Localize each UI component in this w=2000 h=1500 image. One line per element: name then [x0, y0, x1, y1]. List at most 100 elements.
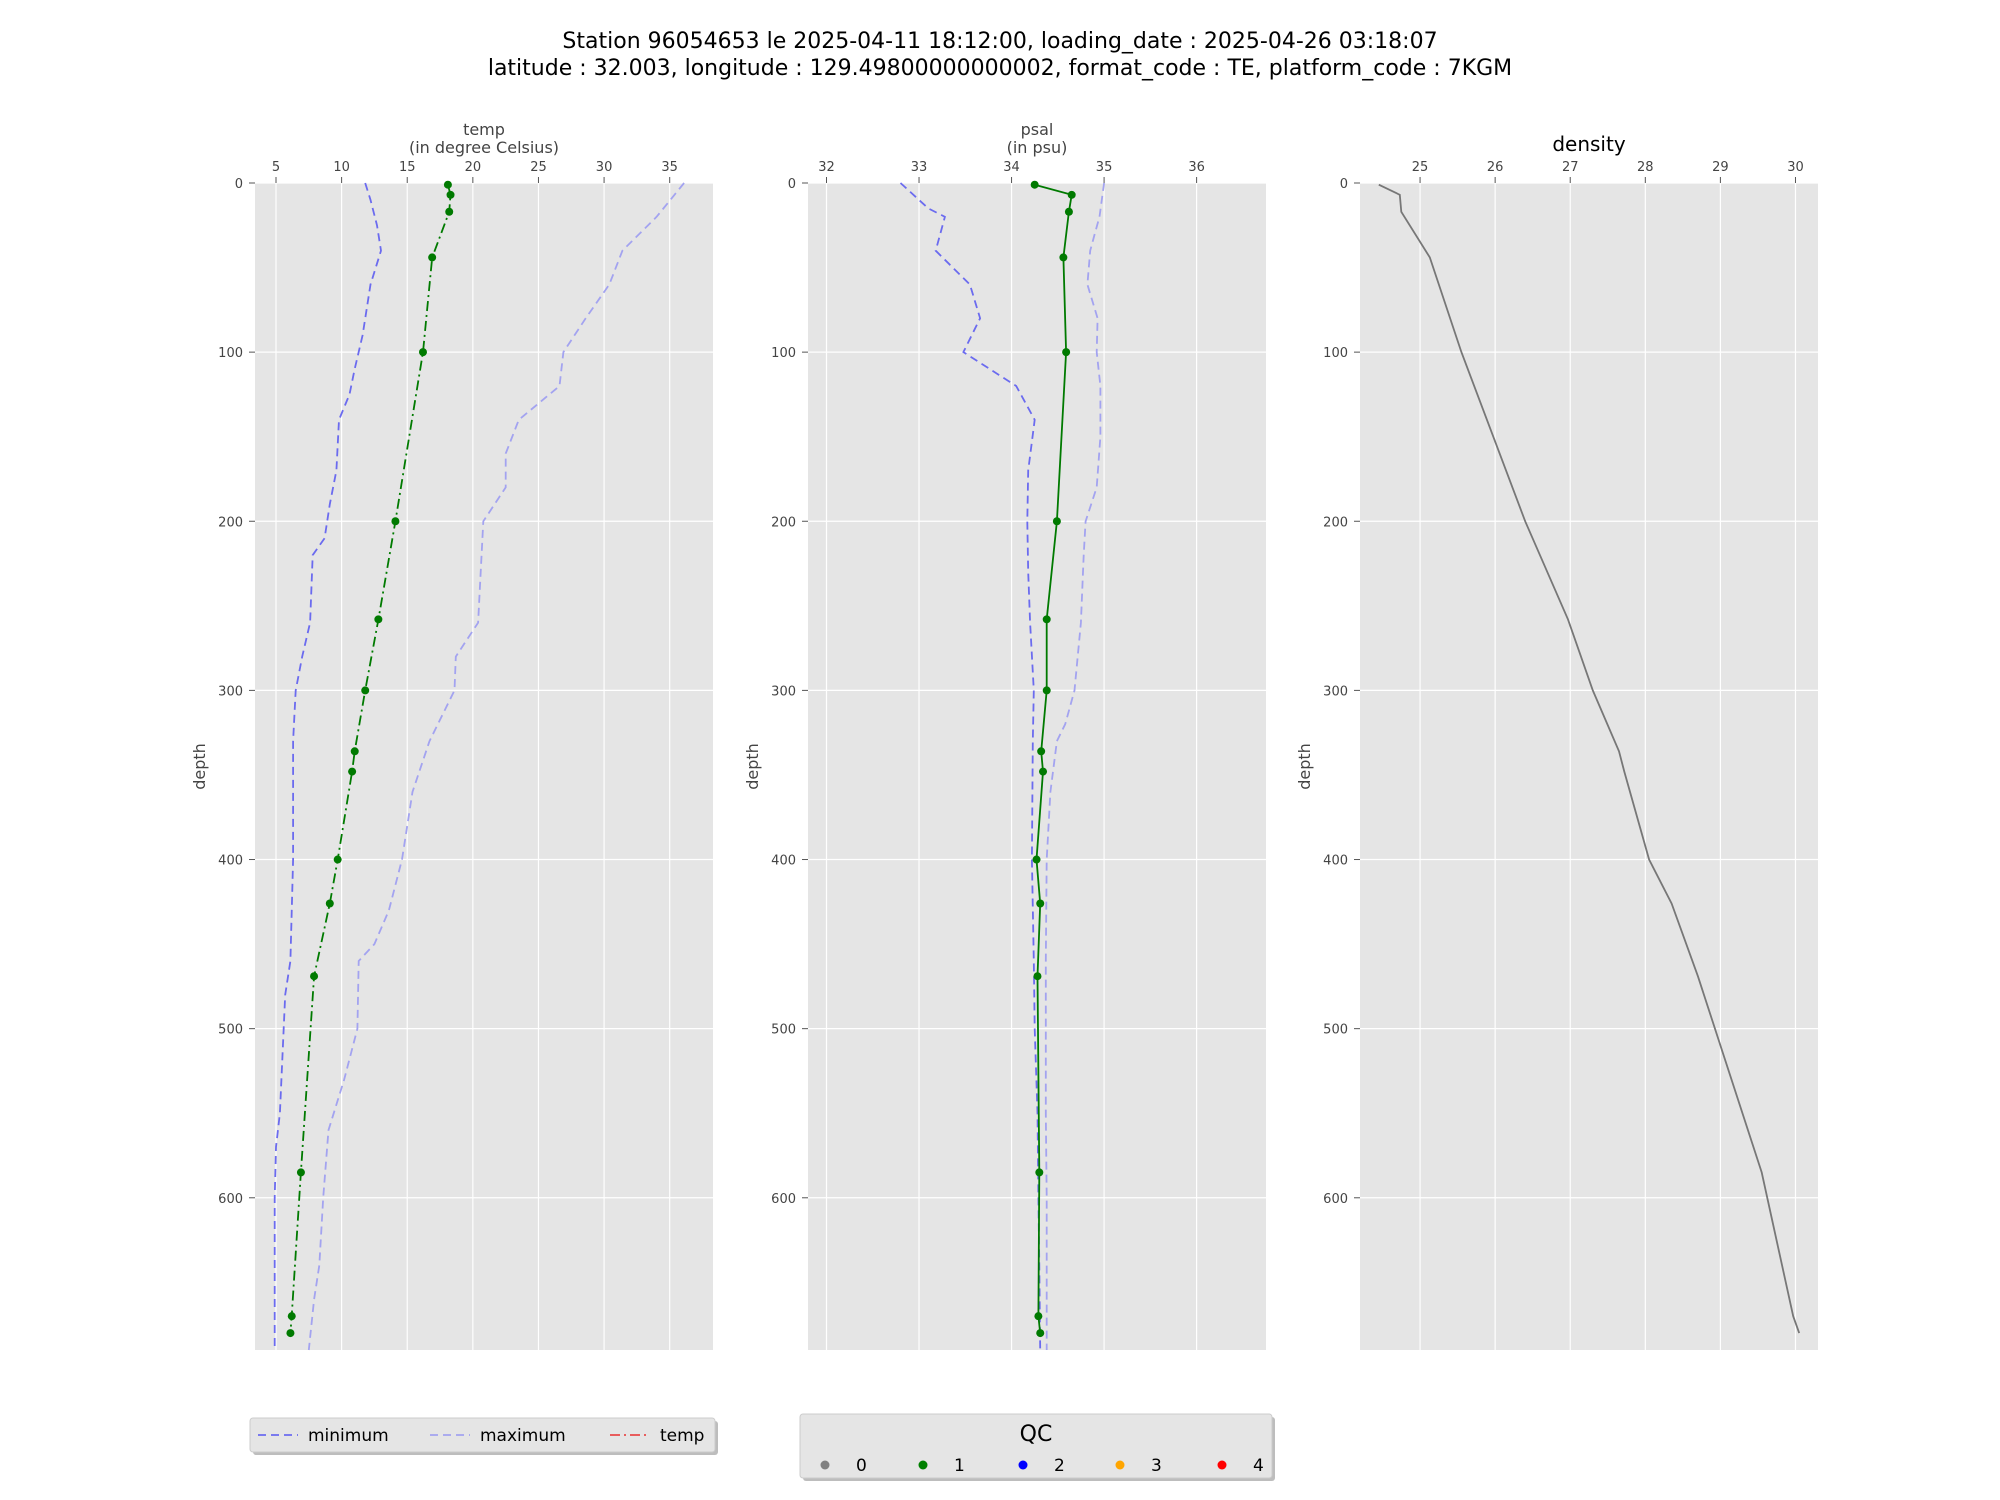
qc-legend-title: QC: [1020, 1422, 1053, 1447]
qc-legend-marker-1: [918, 1460, 928, 1470]
density-y-axis-title: depth: [1295, 743, 1314, 790]
temp-y-tick-label: 100: [218, 346, 243, 361]
qc-legend-box: [799, 1413, 1273, 1479]
temp-y-tick-label: 300: [218, 684, 243, 699]
psal-x-tick-label: 34: [1003, 160, 1020, 175]
temp-data-point: [374, 615, 383, 624]
psal-y-axis-title: depth: [743, 743, 762, 790]
psal-data-point: [1052, 517, 1061, 526]
psal-y-tick-label: 400: [771, 854, 796, 869]
density-y-tick-label: 200: [1323, 515, 1348, 530]
density-x-tick-label: 28: [1637, 160, 1654, 175]
density-panel: 25 26 27 28 29 300100200300400500600densityde…: [1295, 132, 1818, 1350]
psal-series-minimum: [899, 182, 1042, 1351]
temp-series-minimum: [273, 182, 382, 1350]
temp-legend-box: [249, 1417, 716, 1453]
temp-data-point: [445, 207, 454, 216]
temp-data-point: [361, 686, 370, 695]
density-plot-area: [1360, 183, 1818, 1350]
figure-title-line1: Station 96054653 le 2025-04-11 18:12:00,…: [562, 29, 1437, 54]
density-y-tick-label: 0: [1340, 177, 1348, 192]
psal-y-tick-label: 300: [771, 684, 796, 699]
psal-plot-area: [808, 183, 1266, 1350]
temp-data-point: [333, 855, 342, 864]
psal-x-tick-label: 36: [1188, 160, 1205, 175]
temp-x-axis-unit: (in degree Celsius): [409, 138, 559, 157]
temp-data-point: [286, 1329, 295, 1338]
temp-x-tick-label: 10: [333, 160, 350, 175]
temp-panel: 5 10 15 20 25 30 35 0 100 200 300 400 500 600 temp(in …: [190, 120, 713, 1351]
qc-legend: QC 0 1 2 3 4: [799, 1413, 1275, 1481]
temp-y-axis-title: depth: [190, 743, 209, 790]
temp-series-maximum: [307, 182, 685, 1351]
psal-data-point: [1067, 190, 1076, 199]
temp-x-tick-label: 15: [399, 160, 416, 175]
psal-x-tick-label: 32: [818, 160, 835, 175]
psal-y-tick-label: 500: [771, 1023, 796, 1038]
psal-series-maximum: [1044, 182, 1105, 1350]
density-series-density: [1378, 183, 1801, 1334]
psal-series-psal: [1034, 183, 1073, 1334]
density-x-tick-label: 29: [1712, 160, 1729, 175]
temp-y-tick-label: 200: [218, 515, 243, 530]
psal-data-point: [1035, 1168, 1044, 1177]
temp-data-point: [296, 1168, 305, 1177]
temp-x-tick-label: 35: [661, 160, 678, 175]
psal-y-tick-label: 0: [788, 177, 796, 192]
psal-x-tick-label: 33: [911, 160, 928, 175]
qc-legend-marker-4: [1217, 1460, 1227, 1470]
temp-data-point: [446, 190, 455, 199]
qc-legend-label-1: 1: [954, 1456, 965, 1476]
psal-data-point: [1036, 899, 1045, 908]
psal-data-point: [1036, 1329, 1045, 1338]
qc-legend-marker-0: [820, 1460, 830, 1470]
temp-data-point: [348, 767, 357, 776]
psal-panel: 32 33 34 35 36 0 100 200 300 400 500 600 psal(in psu…: [743, 120, 1266, 1351]
temp-data-point: [325, 899, 334, 908]
density-y-tick-label: 600: [1323, 1192, 1348, 1207]
temp-series-temp: [289, 184, 452, 1334]
temp-plot-area: [255, 183, 713, 1350]
temp-x-tick-label: 20: [465, 160, 482, 175]
temp-data-point: [310, 972, 319, 981]
temp-data-point: [418, 348, 427, 357]
qc-legend-marker-3: [1115, 1460, 1125, 1470]
psal-data-point: [1059, 253, 1068, 262]
psal-data-point: [1062, 348, 1071, 357]
density-y-tick-label: 500: [1323, 1023, 1348, 1038]
density-x-tick-label: 27: [1562, 160, 1579, 175]
qc-legend-label-3: 3: [1151, 1456, 1162, 1476]
psal-data-point: [1030, 180, 1039, 189]
qc-legend-marker-2: [1018, 1460, 1028, 1470]
density-x-tick-label: 30: [1787, 160, 1804, 175]
temp-data-point: [443, 180, 452, 189]
psal-data-point: [1042, 686, 1051, 695]
density-y-tick-label: 400: [1323, 854, 1348, 869]
temp-y-tick-label: 500: [218, 1023, 243, 1038]
psal-data-point: [1033, 972, 1042, 981]
figure-title-line2: latitude : 32.003, longitude : 129.49800…: [488, 56, 1512, 81]
temp-legend-label-minimum: minimum: [308, 1426, 389, 1446]
qc-legend-label-4: 4: [1253, 1456, 1264, 1476]
temp-y-tick-label: 400: [218, 854, 243, 869]
psal-data-point: [1032, 855, 1041, 864]
density-panel-title: density: [1552, 132, 1625, 156]
psal-data-point: [1039, 767, 1048, 776]
psal-x-tick-label: 35: [1096, 160, 1113, 175]
density-x-tick-label: 25: [1412, 160, 1429, 175]
temp-data-point: [428, 253, 437, 262]
temp-y-tick-label: 600: [218, 1192, 243, 1207]
density-y-tick-label: 300: [1323, 684, 1348, 699]
psal-data-point: [1034, 1312, 1043, 1321]
psal-x-axis-unit: (in psu): [1007, 138, 1068, 157]
density-y-tick-label: 100: [1323, 346, 1348, 361]
qc-legend-label-0: 0: [856, 1456, 867, 1476]
temp-legend-label-maximum: maximum: [480, 1426, 566, 1446]
qc-legend-label-2: 2: [1054, 1456, 1065, 1476]
temp-legend: minimum maximum temp: [249, 1417, 718, 1455]
temp-x-axis-title: temp: [463, 120, 505, 139]
psal-data-point: [1064, 207, 1073, 216]
density-x-tick-label: 26: [1487, 160, 1504, 175]
psal-y-tick-label: 200: [771, 515, 796, 530]
